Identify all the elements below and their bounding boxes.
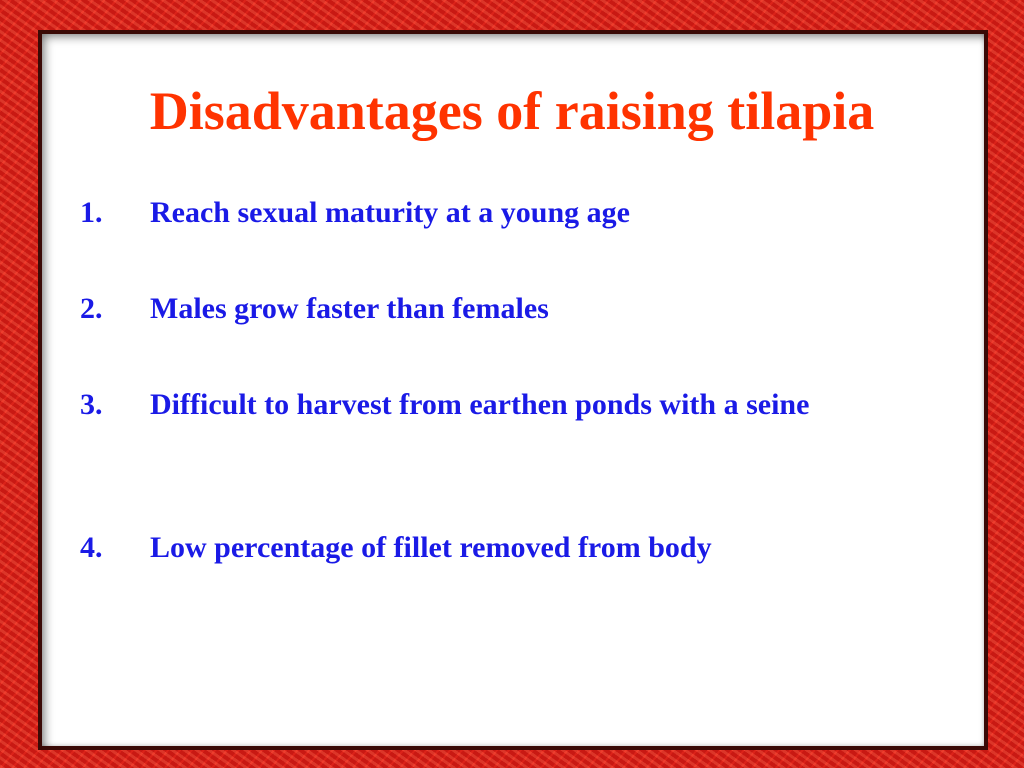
item-text: Difficult to harvest from earthen ponds … [150,388,810,421]
item-text: Low percentage of fillet removed from bo… [150,531,712,564]
item-text: Reach sexual maturity at a young age [150,196,630,229]
item-number: 1. [80,196,103,229]
item-number: 2. [80,292,103,325]
slide-title: Disadvantages of raising tilapia [149,81,875,141]
content-panel [38,30,988,750]
item-text: Males grow faster than females [150,292,549,325]
item-number: 3. [80,388,103,421]
item-number: 4. [80,531,103,564]
